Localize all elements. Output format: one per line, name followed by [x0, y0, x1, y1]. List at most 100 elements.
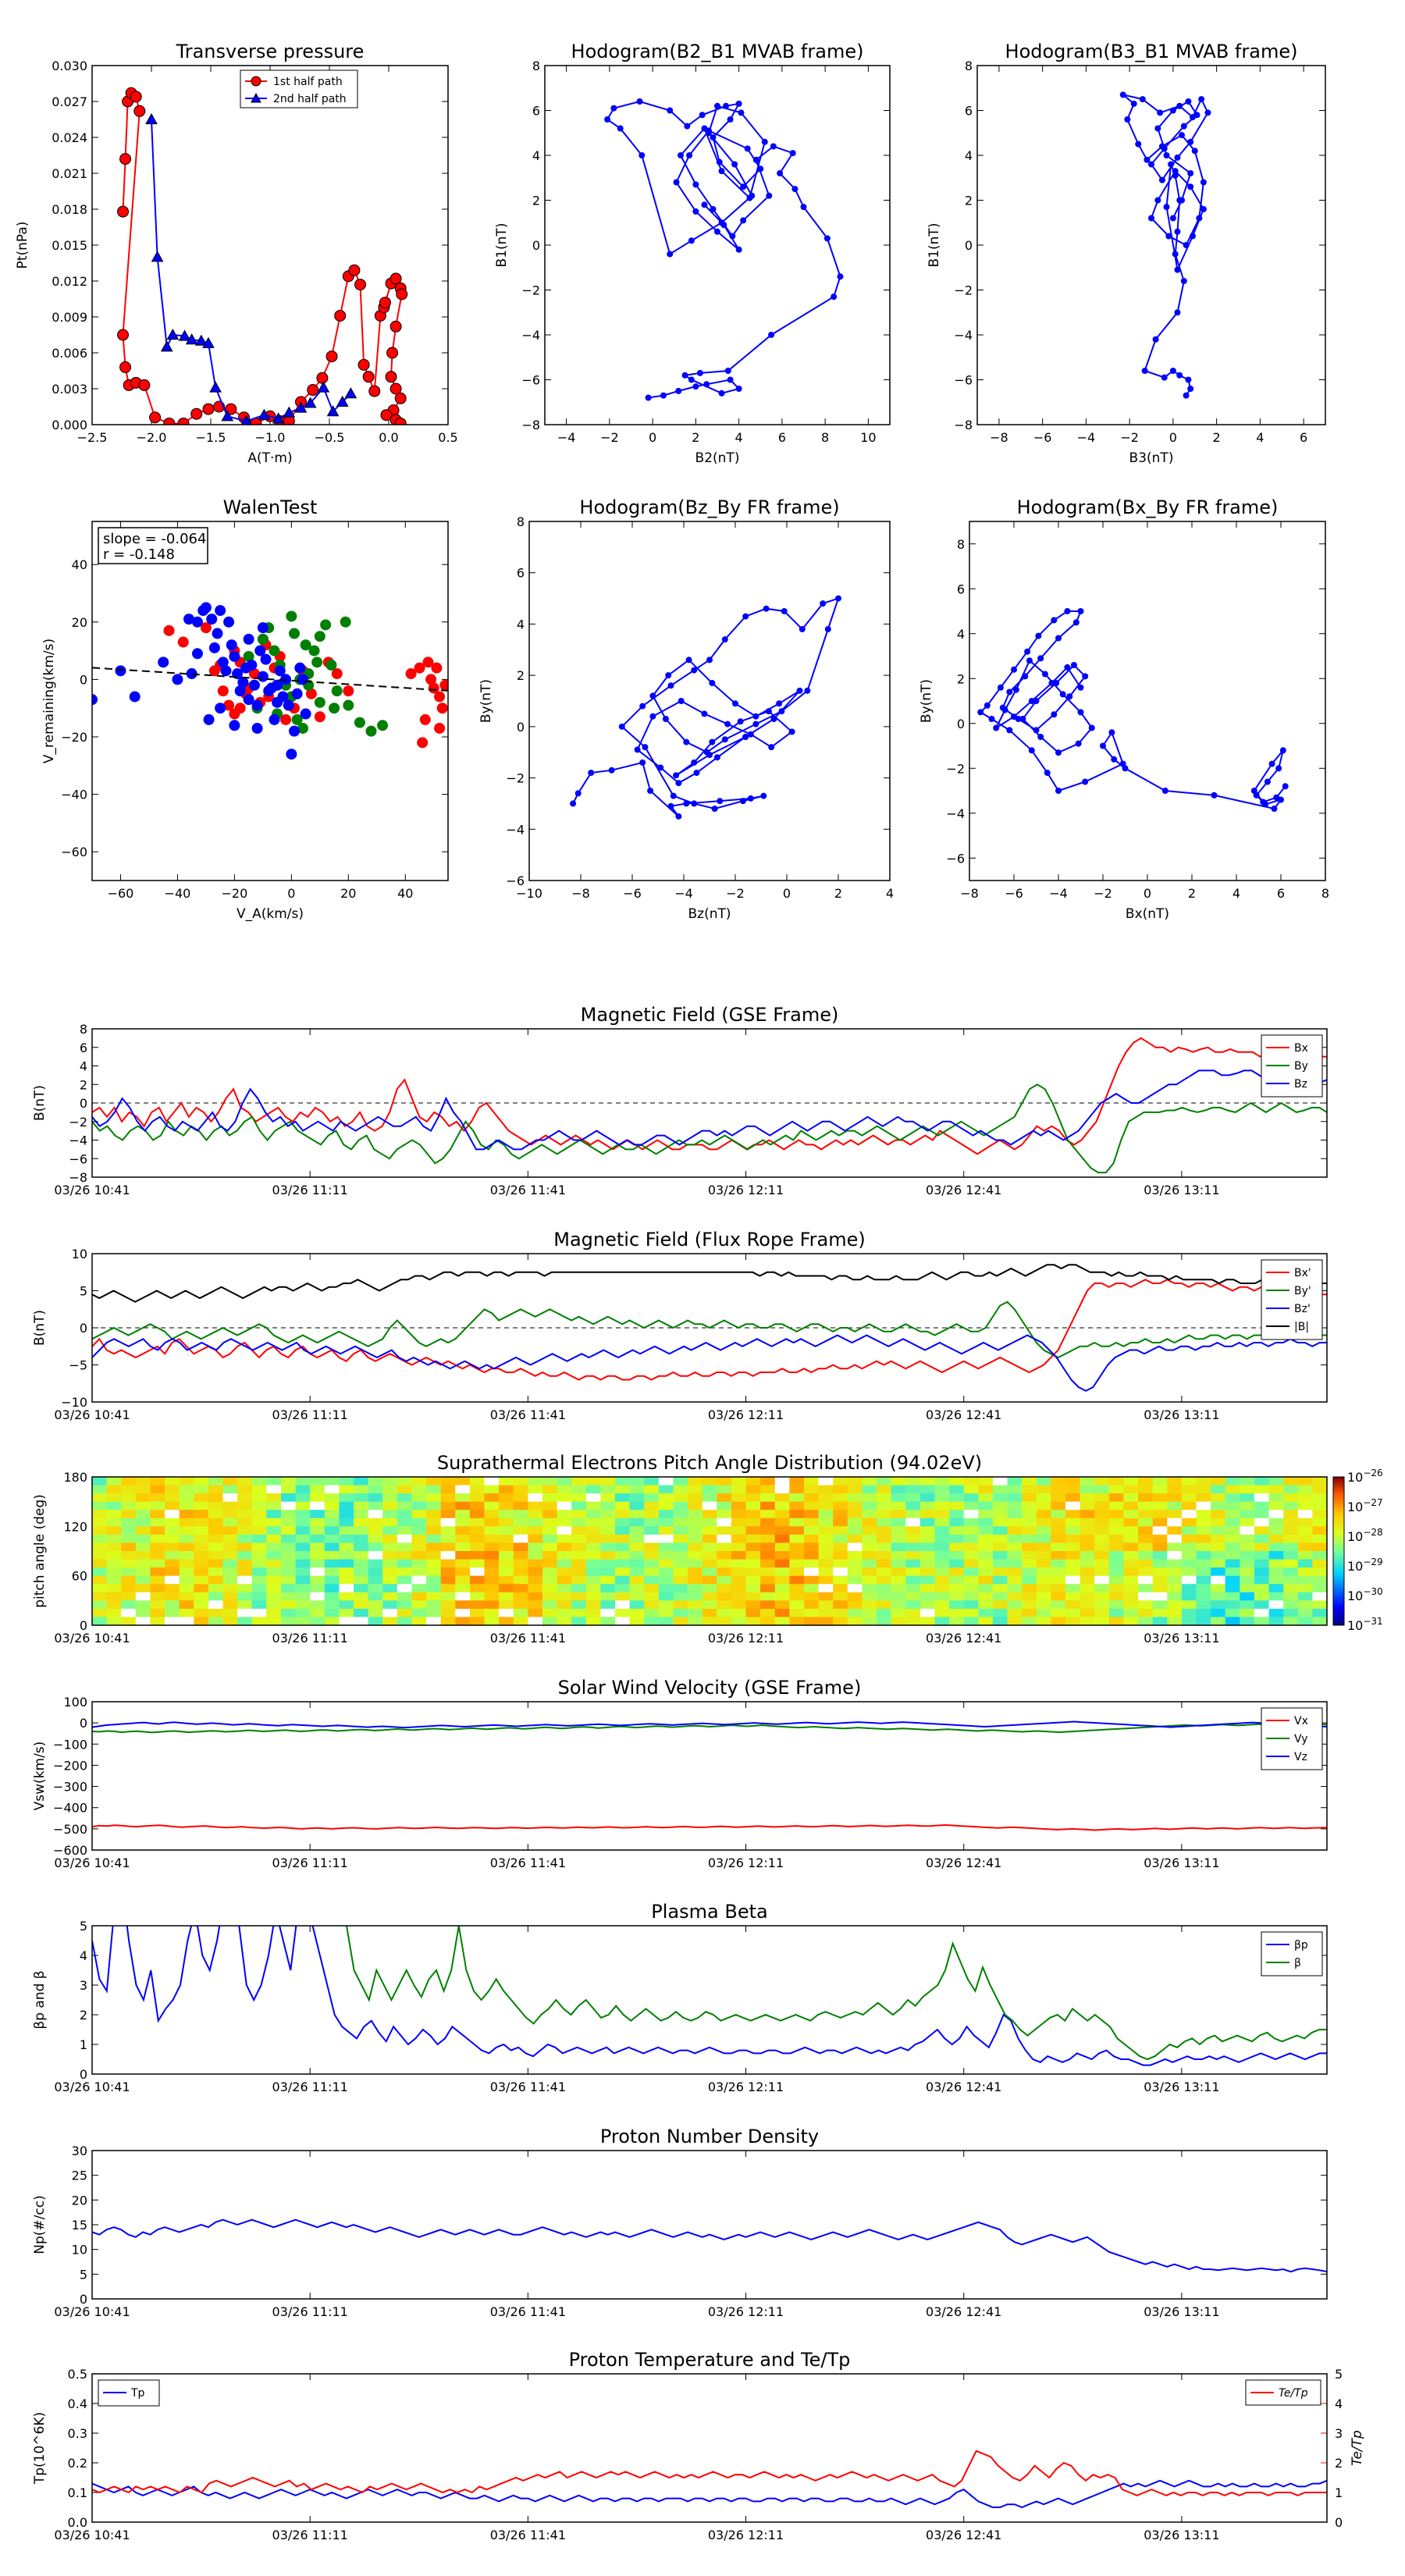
heatmap-cell — [789, 1617, 805, 1625]
heatmap-cell — [818, 1592, 834, 1601]
heatmap-cell — [629, 1534, 645, 1544]
heatmap-cell — [557, 1493, 572, 1503]
heatmap-cell — [339, 1575, 354, 1585]
heatmap-cell — [1094, 1608, 1110, 1618]
heatmap-cell — [891, 1559, 906, 1568]
x-tick-label: 03/26 12:11 — [708, 2080, 784, 2094]
heatmap-cell — [397, 1617, 412, 1625]
heatmap-cell — [1094, 1485, 1110, 1494]
heatmap-cell — [585, 1534, 601, 1544]
heatmap-cell — [760, 1592, 776, 1601]
heatmap-cell — [731, 1493, 747, 1503]
heatmap-cell — [1007, 1510, 1023, 1519]
heatmap-cell — [165, 1617, 180, 1625]
heatmap-cell — [600, 1617, 616, 1625]
heatmap-cell — [469, 1517, 486, 1527]
heatmap-cell — [673, 1575, 688, 1585]
heatmap-cell — [208, 1584, 224, 1593]
heatmap-cell — [455, 1592, 471, 1601]
plot-area — [570, 595, 841, 820]
heatmap-cell — [862, 1485, 877, 1494]
y-tick-label: 4 — [965, 148, 973, 163]
heatmap-cell — [1196, 1608, 1211, 1618]
y-tick-label: −2 — [946, 761, 965, 776]
heatmap-cell — [600, 1534, 616, 1544]
x-tick-label: 03/26 12:11 — [708, 2304, 784, 2319]
data-point — [1033, 698, 1040, 704]
heatmap-cell — [324, 1559, 340, 1568]
heatmap-cell — [1268, 1559, 1284, 1568]
heatmap-cell — [673, 1517, 688, 1527]
heatmap-cell — [629, 1617, 645, 1625]
heatmap-cell — [1152, 1567, 1168, 1577]
heatmap-cell — [789, 1493, 805, 1503]
heatmap-cell — [963, 1608, 979, 1618]
data-point — [151, 251, 164, 262]
heatmap-cell — [397, 1477, 412, 1486]
data-point — [667, 107, 674, 114]
heatmap-cell — [426, 1510, 442, 1519]
heatmap-cell — [106, 1517, 122, 1527]
heatmap-cell — [411, 1608, 427, 1618]
heatmap-cell — [891, 1493, 906, 1503]
heatmap-cell — [513, 1592, 528, 1601]
data-point — [706, 752, 713, 758]
heatmap-cell — [1065, 1608, 1081, 1618]
heatmap-cell — [1196, 1526, 1211, 1535]
heatmap-cell — [208, 1477, 224, 1486]
heatmap-cell — [934, 1493, 950, 1503]
plot-area — [92, 2218, 1327, 2273]
heatmap-cell — [194, 1517, 209, 1527]
heatmap-cell — [484, 1592, 500, 1601]
heatmap-cell — [1211, 1559, 1226, 1568]
heatmap-cell — [1065, 1477, 1081, 1486]
heatmap-cell — [251, 1617, 267, 1625]
heatmap-cell — [919, 1584, 936, 1593]
heatmap-cell — [833, 1542, 848, 1552]
heatmap-cell — [934, 1526, 950, 1535]
heatmap-cell — [992, 1510, 1008, 1519]
data-point — [362, 371, 375, 383]
heatmap-cell — [877, 1584, 892, 1593]
heatmap-cell — [919, 1477, 936, 1486]
heatmap-cell — [1094, 1517, 1110, 1527]
heatmap-cell — [266, 1600, 282, 1610]
heatmap-cell — [919, 1575, 936, 1585]
scatter-point-blue — [272, 696, 283, 708]
heatmap-cell — [106, 1584, 122, 1593]
heatmap-cell — [789, 1501, 805, 1510]
data-point — [667, 682, 674, 689]
heatmap-cell — [644, 1559, 660, 1568]
heatmap-cell — [1123, 1551, 1139, 1560]
heatmap-cell — [1094, 1501, 1110, 1510]
data-point — [1028, 747, 1035, 754]
data-point — [258, 408, 271, 420]
data-point — [1275, 765, 1282, 772]
heatmap-cell — [1211, 1534, 1226, 1544]
heatmap-cell — [847, 1510, 863, 1519]
heatmap-cell — [237, 1575, 253, 1585]
data-point — [1264, 778, 1271, 785]
heatmap-cell — [354, 1551, 369, 1560]
x-tick-label: 4 — [735, 430, 743, 445]
heatmap-cell — [702, 1542, 717, 1552]
data-point — [1026, 657, 1033, 664]
scatter-point-blue — [297, 674, 308, 685]
heatmap-cell — [673, 1477, 688, 1486]
scatter-point-blue — [158, 656, 169, 668]
plot-area — [117, 87, 408, 425]
x-tick-label: −2 — [726, 886, 745, 901]
heatmap-cell — [818, 1600, 834, 1610]
heatmap-cell — [673, 1501, 688, 1510]
heatmap-cell — [499, 1493, 514, 1503]
heatmap-cell — [179, 1526, 194, 1535]
heatmap-cell — [1108, 1575, 1124, 1585]
heatmap-cell — [804, 1551, 820, 1560]
scatter-point-blue — [183, 614, 195, 625]
heatmap-cell — [774, 1567, 790, 1577]
y-tick-label: −8 — [954, 418, 973, 432]
heatmap-cell — [528, 1584, 543, 1593]
heatmap-cell — [877, 1608, 892, 1618]
heatmap-cell — [455, 1542, 471, 1552]
heatmap-cell — [440, 1551, 456, 1560]
